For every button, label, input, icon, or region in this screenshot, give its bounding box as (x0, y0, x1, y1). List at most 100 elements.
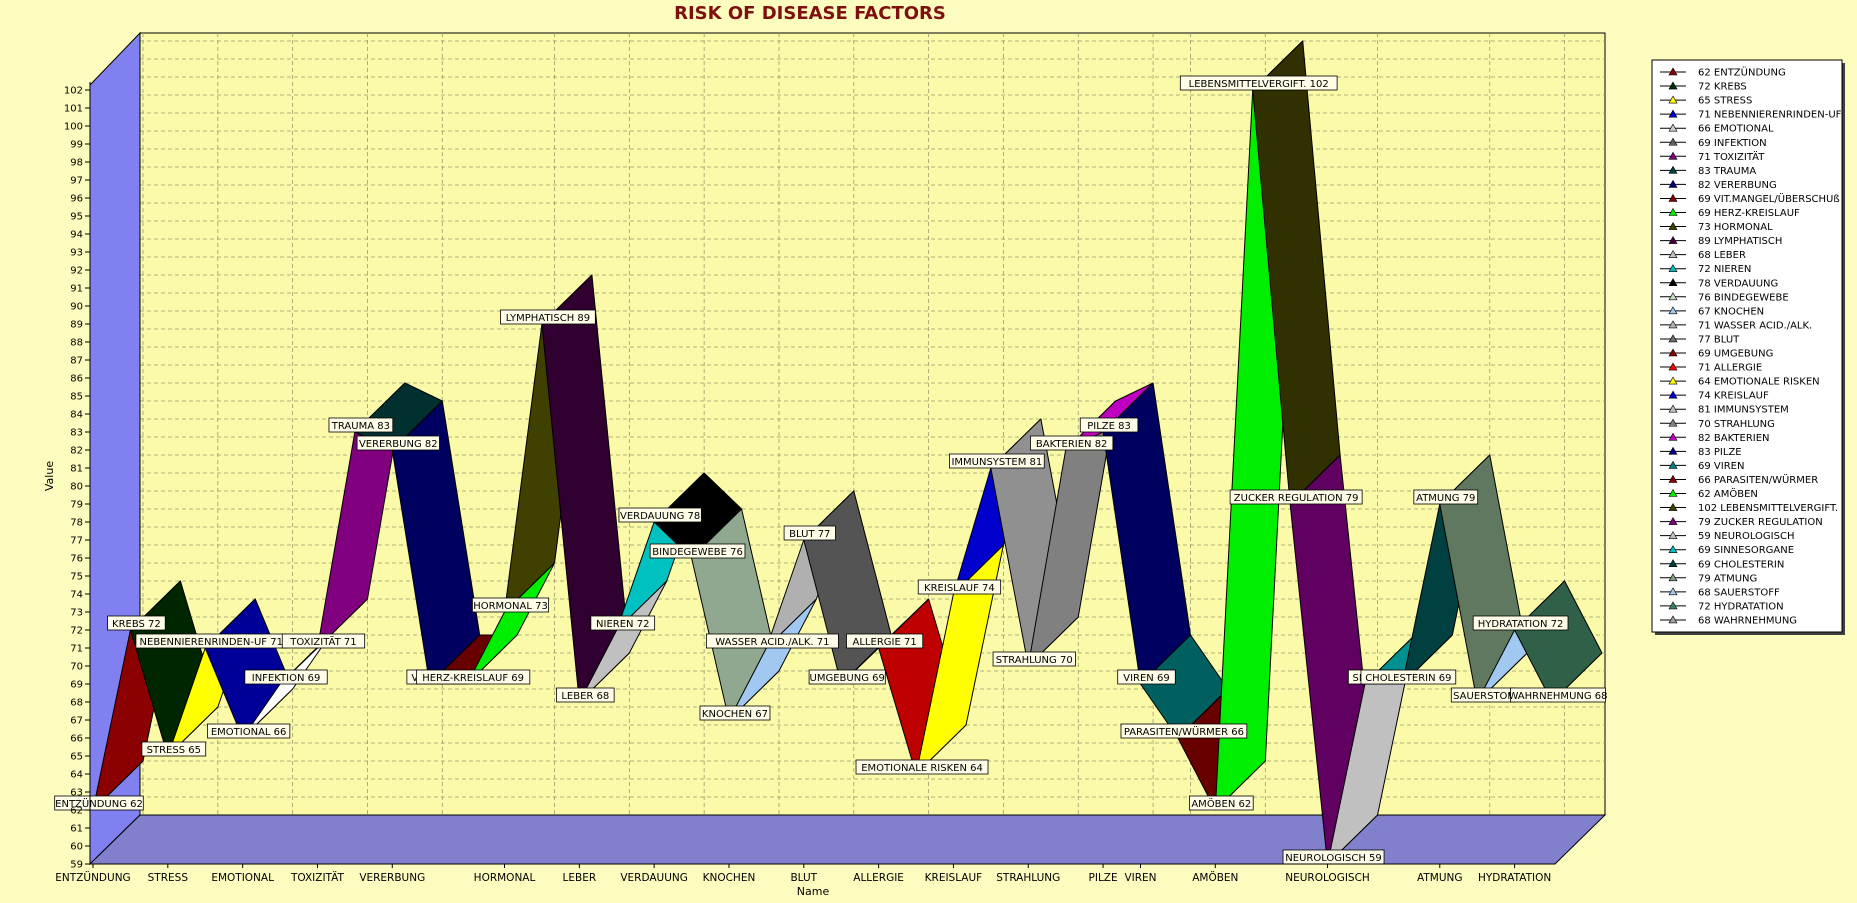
legend-marker (1668, 250, 1678, 258)
legend-entry: 69 SINNESORGANE (1698, 545, 1794, 556)
point-label: KREISLAUF 74 (917, 579, 1002, 595)
point-label: STRAHLUNG 70 (992, 651, 1076, 667)
point-label-text: KREISLAUF 74 (924, 583, 995, 594)
y-tick-label: 62 (70, 806, 83, 817)
x-tick-label: VERDAUUNG (620, 872, 688, 884)
point-label: BINDEGEWEBE 76 (649, 543, 746, 559)
y-tick-label: 84 (70, 410, 83, 421)
y-tick-label: 60 (70, 842, 83, 853)
legend-entry: 78 VERDAUUNG (1698, 278, 1778, 289)
point-label: AMÖBEN 62 (1189, 795, 1254, 811)
y-tick-label: 87 (70, 356, 83, 367)
point-label-box (107, 615, 166, 631)
legend-entry: 71 ALLERGIE (1698, 363, 1762, 374)
point-label: KREBS 72 (107, 615, 166, 631)
point-label-box (1413, 489, 1479, 505)
point-label-text: ATMUNG 79 (1416, 493, 1475, 504)
legend-marker (1668, 559, 1678, 568)
point-label-box (1079, 417, 1139, 433)
legend-marker (1668, 137, 1678, 146)
point-labels: ENTZÜNDUNG 62 KREBS 72 STRESS 65 NEBENNIERE… (54, 75, 1608, 865)
point-label-box (846, 633, 924, 649)
legend-entry: 79 ZUCKER REGULATION (1698, 517, 1823, 528)
point-label-text: HYDRATATION 72 (1478, 619, 1564, 630)
y-tick-label: 89 (70, 320, 83, 331)
legend-entry: 69 VIT.MANGEL/ÜBERSCHUß (1698, 192, 1840, 205)
point-label-box (281, 633, 366, 649)
legend-marker (1668, 67, 1678, 76)
x-tick-label: ALLERGIE (853, 872, 904, 884)
y-tick-label: 88 (70, 338, 83, 349)
point-label-box (54, 795, 144, 811)
y-tick-label: 101 (64, 104, 83, 115)
point-label: WASSER ACID./ALK. 71 (705, 633, 839, 649)
point-label-box (472, 597, 550, 613)
legend-marker (1668, 221, 1678, 230)
legend-entry: 89 LYMPHATISCH (1698, 236, 1782, 247)
legend-entry: 71 WASSER ACID./ALK. (1698, 320, 1812, 331)
point-label-box (556, 687, 615, 703)
y-tick-label: 66 (70, 734, 83, 745)
legend-marker (1668, 278, 1678, 287)
y-tick-label: 74 (70, 590, 83, 601)
point-label-text: ALLERGIE 71 (853, 637, 917, 648)
legend-marker (1668, 446, 1678, 455)
legend-entry: 83 PILZE (1698, 447, 1742, 458)
x-tick-label: LEBER (563, 872, 597, 884)
legend-marker (1668, 404, 1678, 413)
y-tick-label: 85 (70, 392, 83, 403)
x-tick-label: STRAHLUNG (996, 872, 1060, 884)
legend-entry: 62 AMÖBEN (1698, 487, 1758, 500)
point-label: IMMUNSYSTEM 81 (949, 453, 1045, 469)
point-label-text: WASSER ACID./ALK. 71 (715, 637, 829, 648)
x-tick-label: HYDRATATION (1478, 872, 1551, 884)
point-label-text: VIREN 69 (1123, 673, 1169, 684)
point-label: VERERBUNG 82 (356, 435, 440, 451)
point-label: TOXIZITÄT 71 (281, 633, 366, 649)
point-label: LEBENSMITTELVERGIFT. 102 (1179, 75, 1338, 91)
legend-marker (1668, 488, 1678, 497)
point-label: ALLERGIE 71 (846, 633, 924, 649)
point-label-box (590, 615, 656, 631)
x-axis-ticks: ENTZÜNDUNG STRESS EMOTIONAL TOXIZITÄT VERERB… (55, 863, 1555, 884)
legend-entry: 72 KREBS (1698, 82, 1747, 93)
legend-entry: 66 PARASITEN/WÜRMER (1698, 473, 1818, 486)
ribbon-segment (1514, 580, 1603, 703)
legend-marker (1668, 545, 1678, 554)
legend-marker (1668, 601, 1678, 610)
point-label-box (1117, 669, 1176, 685)
point-label-text: TRAUMA 83 (331, 421, 390, 432)
x-tick-label: VERERBUNG (359, 872, 425, 884)
legend-entry: 77 BLUT (1698, 334, 1740, 345)
y-tick-label: 69 (70, 680, 83, 691)
point-label-text: AMÖBEN 62 (1191, 797, 1251, 810)
point-label-text: PILZE 83 (1087, 421, 1131, 432)
legend-marker (1668, 418, 1678, 427)
legend-marker (1668, 362, 1678, 371)
point-label-box (1229, 489, 1363, 505)
point-label: HORMONAL 73 (472, 597, 550, 613)
y-tick-label: 90 (70, 302, 83, 313)
legend-entry: 68 WAHRNEHMUNG (1698, 615, 1797, 626)
legend-entry: 66 EMOTIONAL (1698, 124, 1774, 135)
point-label-text: TOXIZITÄT 71 (289, 635, 356, 648)
point-label-text: BINDEGEWEBE 76 (652, 547, 743, 558)
y-tick-label: 71 (70, 644, 83, 655)
y-tick-label: 102 (64, 86, 83, 97)
y-tick-label: 78 (70, 518, 83, 529)
legend-entry: 71 NEBENNIERENRINDEN-UF (1698, 110, 1842, 121)
legend-marker (1668, 320, 1678, 329)
legend-marker (1668, 193, 1678, 202)
y-tick-label: 83 (70, 428, 83, 439)
point-label-box (356, 435, 440, 451)
point-label: STRESS 65 (141, 741, 207, 757)
legend-entry: 102 LEBENSMITTELVERGIFT. (1698, 503, 1838, 514)
y-tick-label: 72 (70, 626, 83, 637)
legend-marker (1668, 235, 1678, 244)
legend-marker (1668, 306, 1678, 315)
legend-marker (1668, 292, 1678, 301)
point-label-box (500, 309, 596, 325)
point-label: INFEKTION 69 (244, 669, 328, 685)
